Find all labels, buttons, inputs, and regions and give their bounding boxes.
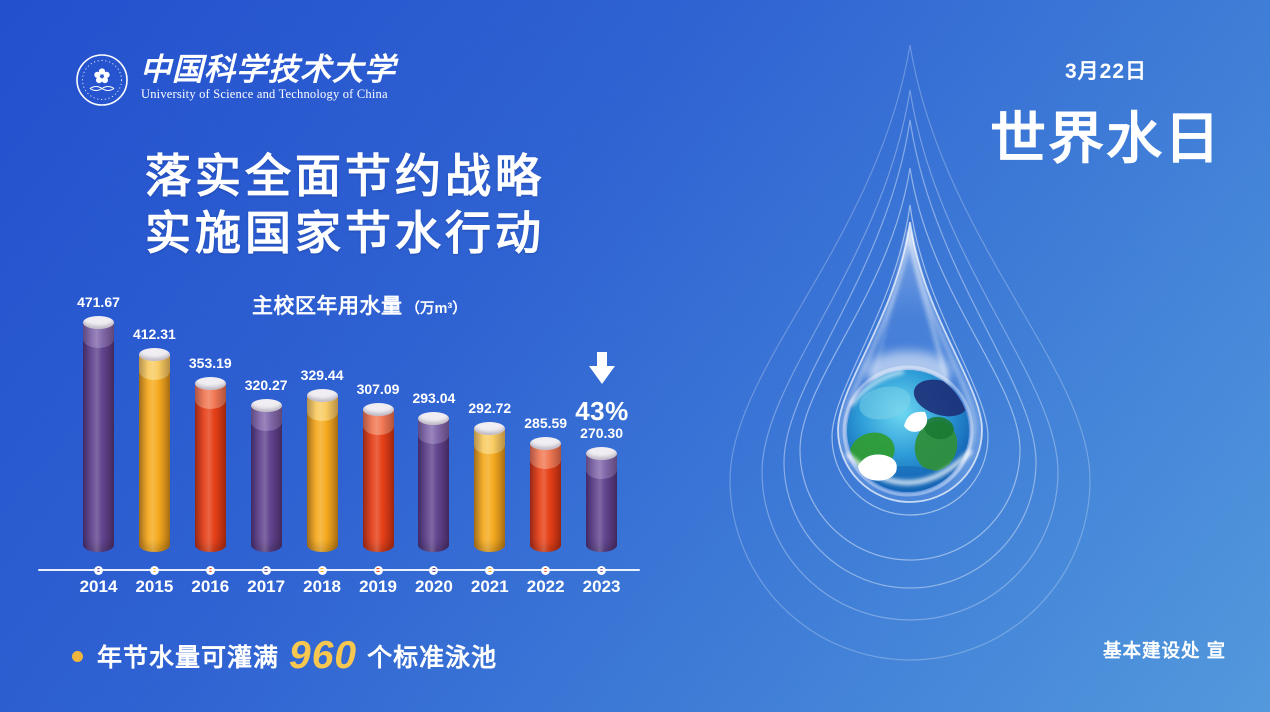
axis-year-2023: 2023 — [582, 577, 621, 596]
chart-title-text: 主校区年用水量 — [252, 295, 403, 318]
chart-unit-label: （万m³） — [405, 301, 467, 317]
publisher-label: 基本建设处 宣 — [1103, 640, 1227, 661]
event-title: 世界水日 — [990, 107, 1222, 170]
bar-cylinder-2021 — [474, 421, 506, 552]
savings-note: 年节水量可灌满 960 个标准泳池 — [72, 630, 497, 682]
bar-value-2016: 353.19 — [188, 355, 232, 371]
axis-year-2019: 2019 — [359, 577, 397, 596]
axis-year-2021: 2021 — [470, 577, 509, 596]
slogan: 落实全面节约战略 实施国家节水行动 — [145, 148, 545, 262]
axis-line — [38, 569, 640, 571]
bar-cylinder-2020 — [418, 411, 450, 552]
university-logo-seal — [76, 54, 128, 106]
axis-year-2022: 2022 — [526, 577, 565, 596]
bullet-dot-icon — [72, 650, 83, 662]
note-suffix: 个标准泳池 — [367, 644, 498, 672]
down-arrow-icon — [589, 352, 615, 384]
bar-value-2023: 270.30 — [580, 425, 623, 441]
note-value: 960 — [289, 634, 358, 677]
date-label: 3月22日 — [1064, 60, 1148, 83]
bar-cylinder-2023 — [586, 446, 618, 552]
slogan-line2: 实施国家节水行动 — [145, 207, 545, 259]
bar-cylinder-2016 — [194, 376, 226, 552]
axis-year-2017: 2017 — [247, 577, 286, 596]
axis-year-2016: 2016 — [191, 577, 230, 596]
bar-value-2014: 471.67 — [77, 294, 120, 310]
bar-cylinder-2022 — [530, 436, 562, 552]
axis-year-2015: 2015 — [135, 577, 174, 596]
axis-year-2014: 2014 — [79, 577, 118, 596]
bar-cylinder-2017 — [250, 398, 282, 552]
university-name-cn: 中国科学技术大学 — [140, 52, 396, 88]
bar-cylinder-2014 — [83, 315, 114, 552]
bar-value-2021: 292.72 — [468, 400, 512, 416]
university-name-en: University of Science and Technology of … — [141, 87, 388, 101]
bar-cylinder-2015 — [138, 347, 170, 552]
bar-cylinder-2018 — [306, 388, 338, 552]
chart-title: 主校区年用水量 （万m³） — [252, 290, 467, 320]
bar-value-2015: 412.31 — [132, 326, 176, 342]
slogan-line1: 落实全面节约战略 — [145, 150, 545, 202]
bar-cylinder-2019 — [362, 402, 394, 552]
axis-year-2020: 2020 — [414, 577, 453, 596]
note-prefix: 年节水量可灌满 — [97, 644, 280, 672]
decrease-percent: 43% — [575, 396, 629, 426]
axis-year-2018: 2018 — [303, 577, 341, 596]
decrease-indicator: 43% — [562, 352, 642, 427]
